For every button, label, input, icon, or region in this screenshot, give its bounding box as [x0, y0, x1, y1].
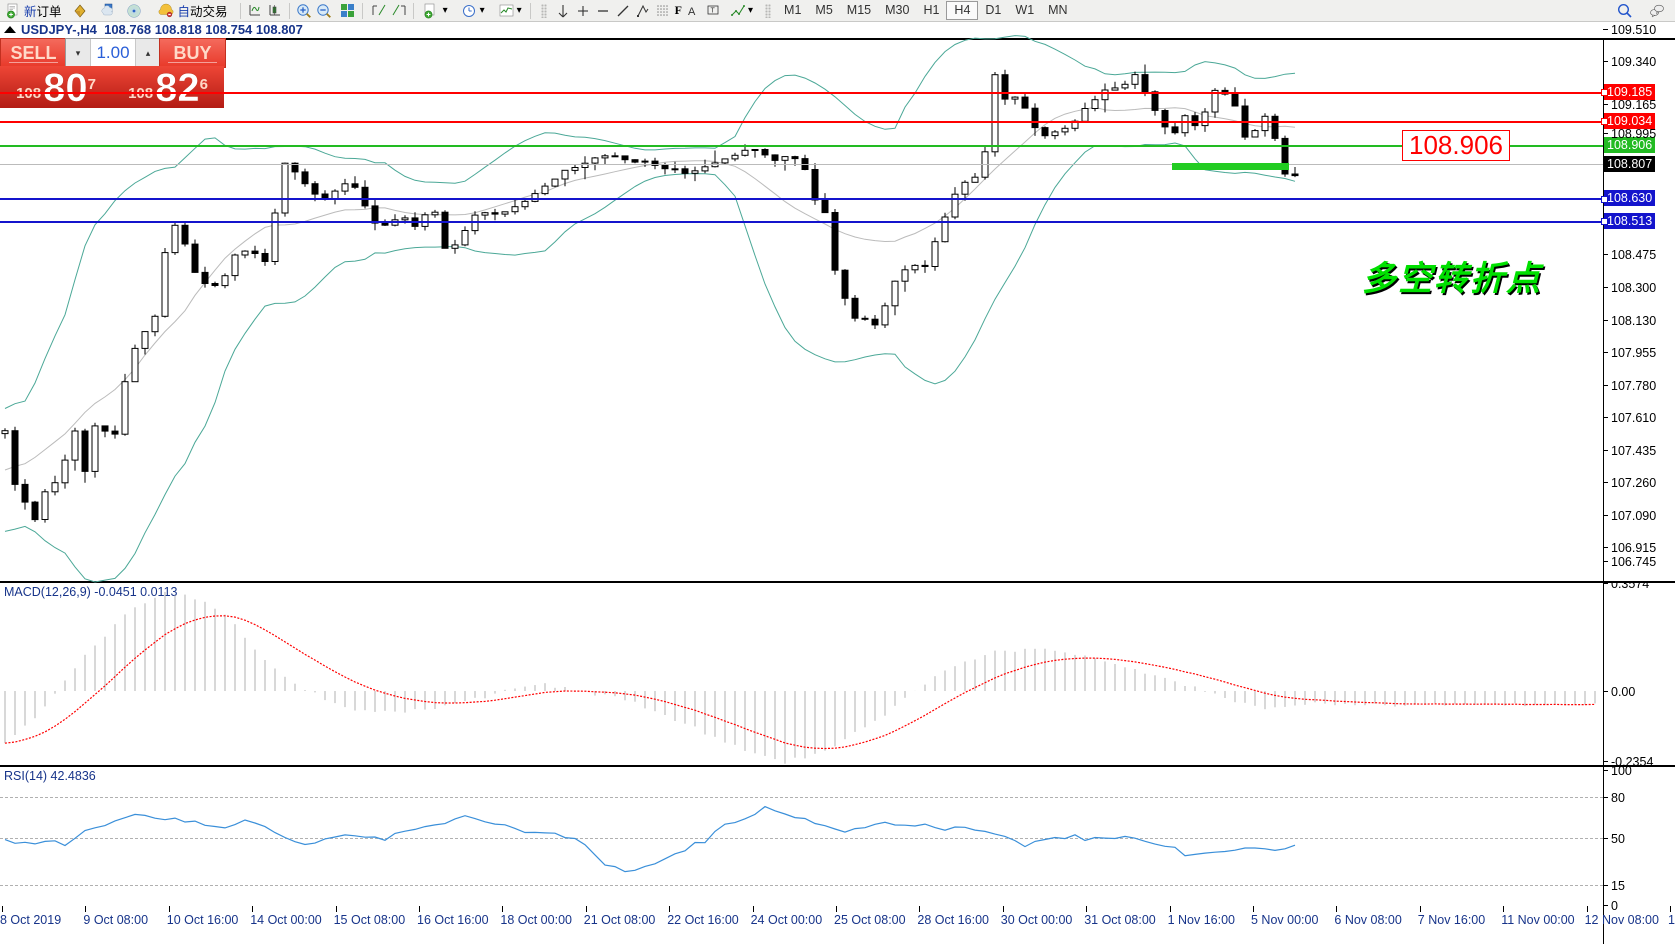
svg-text:A: A [688, 6, 696, 18]
svg-text:T: T [711, 7, 716, 14]
